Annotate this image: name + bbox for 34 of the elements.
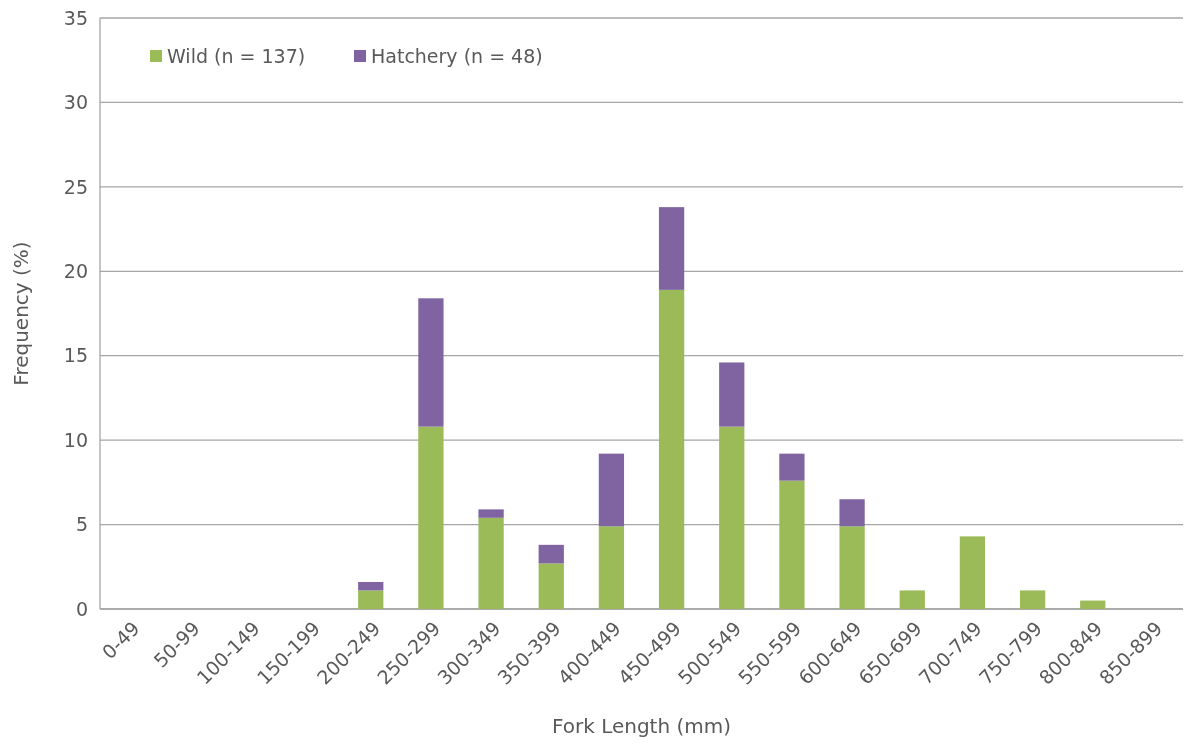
bar — [478, 509, 504, 518]
bar — [658, 289, 685, 609]
bar — [598, 526, 625, 609]
legend-label: Wild (n = 137) — [167, 44, 306, 67]
bar — [658, 207, 685, 290]
bar — [779, 453, 805, 481]
bar — [598, 453, 625, 527]
y-tick-label: 35 — [63, 6, 88, 29]
bar — [839, 526, 865, 609]
bar — [418, 298, 444, 427]
bar — [1080, 600, 1106, 609]
bar — [478, 517, 504, 609]
bar — [719, 426, 745, 609]
bar — [719, 362, 745, 427]
bar — [1019, 590, 1046, 609]
y-tick-label: 0 — [75, 597, 88, 620]
y-tick-label: 30 — [63, 91, 88, 114]
bar — [899, 590, 925, 609]
bar — [839, 499, 865, 527]
x-axis-title: Fork Length (mm) — [551, 714, 732, 738]
bar — [358, 590, 384, 609]
legend-label: Hatchery (n = 48) — [371, 44, 543, 67]
bar — [358, 581, 384, 591]
y-tick-label: 15 — [63, 344, 88, 367]
y-axis-title: Frequency (%) — [9, 241, 33, 386]
y-tick-label: 25 — [63, 175, 88, 198]
y-tick-label: 20 — [63, 259, 88, 282]
bar — [779, 480, 805, 609]
bar — [959, 536, 986, 609]
y-tick-label: 10 — [63, 428, 88, 451]
bar — [538, 563, 564, 609]
bar — [418, 426, 444, 609]
y-tick-label: 5 — [75, 513, 88, 536]
bar — [538, 544, 564, 564]
